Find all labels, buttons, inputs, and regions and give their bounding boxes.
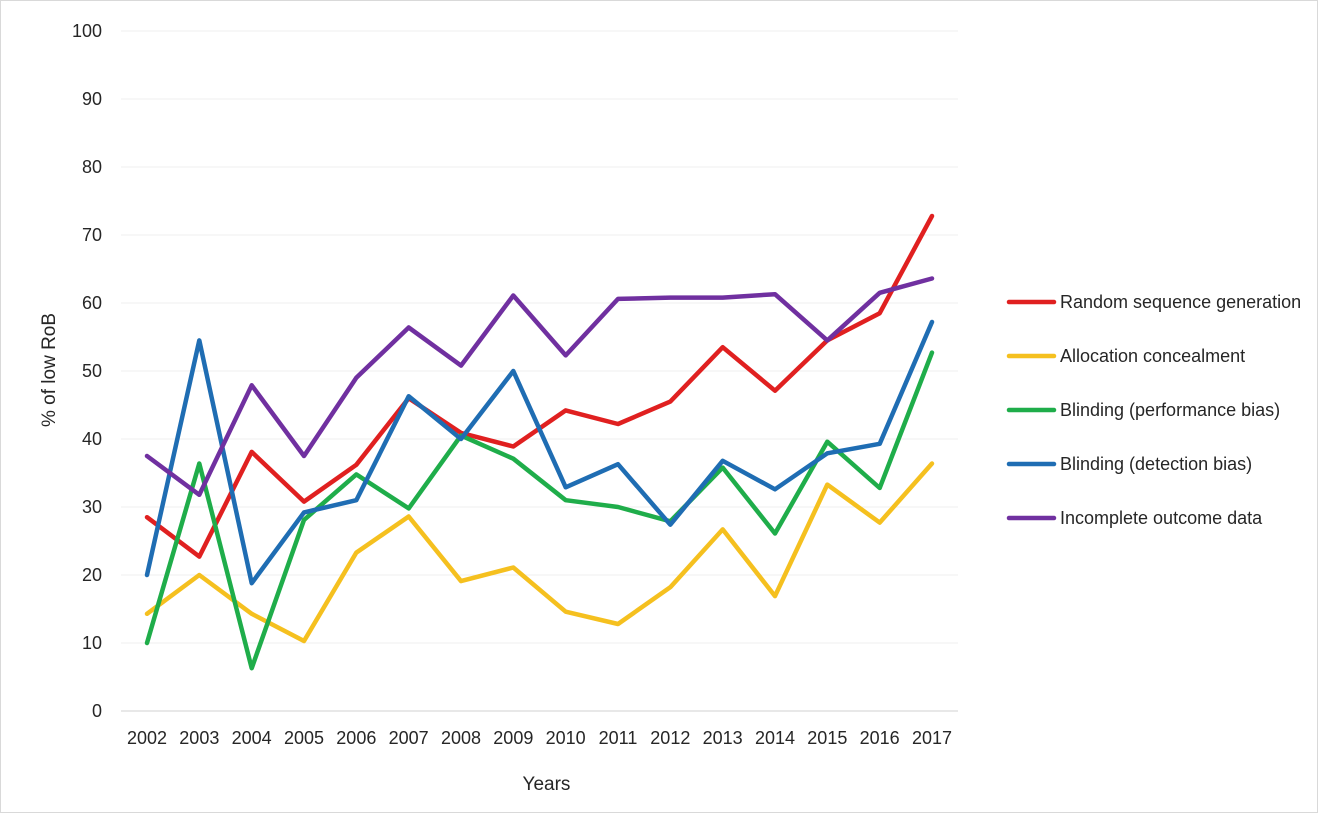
x-tick-label: 2012 xyxy=(650,728,690,748)
y-axis-title: % of low RoB xyxy=(39,313,60,427)
y-tick-label: 80 xyxy=(82,157,102,177)
y-tick-label: 40 xyxy=(82,429,102,449)
legend-label: Incomplete outcome data xyxy=(1060,508,1263,528)
legend-label: Blinding (detection bias) xyxy=(1060,454,1252,474)
x-tick-label: 2006 xyxy=(336,728,376,748)
x-tick-label: 2004 xyxy=(232,728,272,748)
x-tick-label: 2008 xyxy=(441,728,481,748)
x-tick-label: 2011 xyxy=(599,728,638,748)
x-tick-label: 2013 xyxy=(703,728,743,748)
y-tick-label: 70 xyxy=(82,225,102,245)
series-line xyxy=(144,350,935,671)
x-tick-label: 2005 xyxy=(284,728,324,748)
x-tick-label: 2007 xyxy=(389,728,429,748)
x-tick-label: 2003 xyxy=(179,728,219,748)
x-tick-label: 2017 xyxy=(912,728,952,748)
x-axis-title: Years xyxy=(523,774,571,795)
series-lines xyxy=(144,213,935,671)
y-tick-label: 100 xyxy=(72,21,102,41)
y-tick-label: 50 xyxy=(82,361,102,381)
legend: Random sequence generation Allocation con… xyxy=(1006,292,1301,528)
y-tick-label: 0 xyxy=(92,701,102,721)
y-axis-ticks: 0 10 20 30 40 50 60 70 80 90 100 xyxy=(72,21,102,721)
y-tick-label: 90 xyxy=(82,89,102,109)
y-tick-label: 30 xyxy=(82,497,102,517)
x-tick-label: 2009 xyxy=(493,728,533,748)
x-tick-label: 2010 xyxy=(546,728,586,748)
x-tick-label: 2016 xyxy=(860,728,900,748)
legend-label: Blinding (performance bias) xyxy=(1060,400,1280,420)
y-tick-label: 60 xyxy=(82,293,102,313)
x-tick-label: 2014 xyxy=(755,728,795,748)
x-tick-label: 2015 xyxy=(807,728,847,748)
legend-label: Random sequence generation xyxy=(1060,292,1301,312)
series-line xyxy=(144,276,935,498)
y-tick-label: 10 xyxy=(82,633,102,653)
series-line xyxy=(144,461,935,644)
y-tick-label: 20 xyxy=(82,565,102,585)
x-axis-ticks: 2002 2003 2004 2005 2006 2007 2008 2009 2010 2011… xyxy=(127,728,952,748)
series-line xyxy=(144,319,935,586)
series-line xyxy=(144,213,935,559)
x-tick-label: 2002 xyxy=(127,728,167,748)
legend-label: Allocation concealment xyxy=(1060,346,1245,366)
